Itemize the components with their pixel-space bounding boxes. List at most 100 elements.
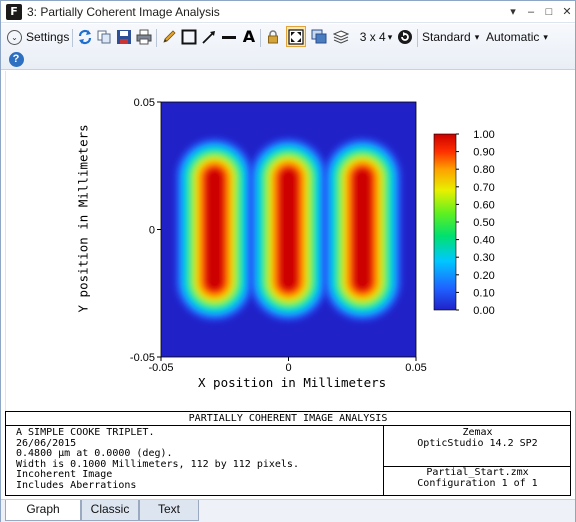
rectangle-tool-button[interactable] — [180, 27, 198, 47]
minimize-button[interactable]: – — [527, 6, 535, 18]
info-line: A SIMPLE COOKE TRIPLET. — [16, 427, 155, 438]
y-tick-label: -0.05 — [130, 352, 155, 364]
x-tick-label: -0.05 — [148, 362, 173, 374]
refresh-icon — [78, 29, 92, 45]
info-divider — [383, 466, 571, 467]
window-clone-icon — [311, 29, 327, 44]
window-menu-chevron-icon[interactable]: ▾ — [510, 6, 516, 18]
layout-label: 3 x 4 — [359, 30, 386, 44]
info-line: Width is 0.1000 Millimeters, 112 by 112 … — [16, 458, 299, 470]
lock-icon — [268, 30, 278, 44]
info-line: OpticStudio 14.2 SP2 — [417, 437, 538, 449]
colorbar-tick-label: 1.00 — [473, 129, 494, 141]
info-software: Zemax OpticStudio 14.2 SP2 — [384, 427, 571, 449]
heatmap-band — [279, 168, 298, 291]
heatmap-feature — [324, 138, 401, 321]
y-axis-label: Y position in Millimeters — [75, 124, 91, 313]
heatmap-band — [205, 168, 224, 291]
help-button[interactable]: ? — [7, 49, 25, 69]
normalize-button[interactable] — [286, 26, 306, 47]
automatic-label: Automatic — [486, 30, 540, 44]
x-tick-label: 0 — [285, 362, 291, 374]
tab-graph[interactable]: Graph — [5, 500, 81, 521]
info-line: Incoherent Image — [16, 469, 113, 480]
automatic-dropdown[interactable]: Automatic ▾ — [486, 27, 552, 47]
plot-area: -0.05 0 0.05 0.05 0 -0.05 1.00 0.90 0.80 0.70 0.6… — [5, 71, 571, 411]
rotate-icon — [398, 30, 412, 44]
info-divider — [383, 426, 384, 496]
info-line: Includes Aberrations — [16, 479, 137, 491]
info-line: Zemax — [462, 427, 493, 438]
standard-dropdown[interactable]: Standard ▾ — [422, 27, 482, 47]
tab-classic[interactable]: Classic — [81, 500, 139, 521]
save-icon — [117, 30, 131, 44]
colorbar-tick-label: 0.10 — [473, 287, 494, 299]
rectangle-icon — [181, 29, 197, 45]
print-icon — [136, 29, 152, 45]
text-icon: A — [242, 27, 256, 46]
colorbar-tick-label: 0.60 — [473, 199, 494, 211]
heatmap-band — [353, 168, 372, 291]
line-icon — [222, 36, 236, 39]
chevron-down-icon: ▾ — [543, 31, 548, 42]
settings-label: Settings — [26, 30, 70, 44]
colorbar-tick-label: 0.80 — [473, 164, 494, 176]
normalize-icon — [288, 28, 304, 45]
y-tick-label: 0.05 — [134, 97, 155, 109]
chevron-down-icon: ⌄ — [7, 29, 22, 45]
rotate-button[interactable] — [396, 27, 414, 47]
chevron-down-icon: ▾ — [474, 31, 480, 42]
arrow-tool-button[interactable] — [200, 27, 218, 47]
copy-icon — [97, 30, 111, 44]
colorbar-tick-label: 0.50 — [473, 217, 494, 229]
print-button[interactable] — [135, 27, 153, 47]
colorbar — [433, 133, 457, 311]
pencil-icon — [163, 30, 176, 43]
maximize-button[interactable]: □ — [545, 6, 553, 18]
colorbar-tick-label: 0.20 — [473, 270, 494, 282]
heatmap-chart[interactable]: -0.05 0 0.05 0.05 0 -0.05 1.00 0.90 0.80 0.70 0.6… — [6, 71, 572, 411]
info-panel: PARTIALLY COHERENT IMAGE ANALYSIS A SIMP… — [5, 411, 571, 496]
colorbar-tick-label: 0.30 — [473, 252, 494, 264]
arrow-line-icon — [202, 31, 215, 44]
toolbar-divider — [72, 29, 73, 47]
save-button[interactable] — [115, 27, 133, 47]
tab-text[interactable]: Text — [139, 500, 199, 521]
settings-button[interactable]: ⌄ Settings — [7, 27, 69, 47]
x-tick-label: 0.05 — [405, 362, 426, 374]
layers-button[interactable] — [332, 27, 350, 47]
layout-dropdown[interactable]: 3 x 4 ▾ — [357, 27, 395, 47]
close-button[interactable]: ✕ — [562, 6, 572, 18]
colorbar-tick-label: 0.40 — [473, 235, 494, 247]
info-line: Configuration 1 of 1 — [417, 477, 538, 489]
pencil-button[interactable] — [160, 27, 178, 47]
heatmap-feature — [250, 138, 327, 321]
text-tool-button[interactable]: A — [240, 27, 258, 47]
title-bar[interactable]: F 3: Partially Coherent Image Analysis ▾… — [1, 1, 575, 23]
colorbar-tick-label: 0.70 — [473, 182, 494, 194]
help-icon: ? — [8, 51, 24, 67]
x-axis-label: X position in Millimeters — [198, 375, 387, 390]
app-logo-icon: F — [6, 4, 22, 20]
line-tool-button[interactable] — [220, 27, 238, 47]
info-file: Partial_Start.zmx Configuration 1 of 1 — [384, 467, 571, 489]
toolbar-divider — [260, 29, 261, 47]
lock-button[interactable] — [264, 27, 282, 47]
info-description: A SIMPLE COOKE TRIPLET. 26/06/2015 0.480… — [16, 427, 299, 491]
toolbar: ⌄ Settings — [1, 24, 575, 70]
chevron-down-icon: ▾ — [387, 31, 393, 42]
colorbar-tick-label: 0.90 — [473, 147, 494, 159]
tab-bar: Graph Classic Text — [1, 499, 575, 522]
info-line: 26/06/2015 — [16, 437, 77, 449]
toolbar-divider — [156, 29, 157, 47]
window-clone-button[interactable] — [310, 27, 328, 47]
info-header: PARTIALLY COHERENT IMAGE ANALYSIS — [6, 412, 570, 426]
window-title: 3: Partially Coherent Image Analysis — [27, 5, 220, 19]
refresh-button[interactable] — [76, 27, 94, 47]
y-tick-label: 0 — [149, 225, 155, 237]
info-line: 0.4800 µm at 0.0000 (deg). — [16, 448, 173, 459]
copy-button[interactable] — [95, 27, 113, 47]
standard-label: Standard — [422, 30, 471, 44]
toolbar-divider — [417, 29, 418, 47]
